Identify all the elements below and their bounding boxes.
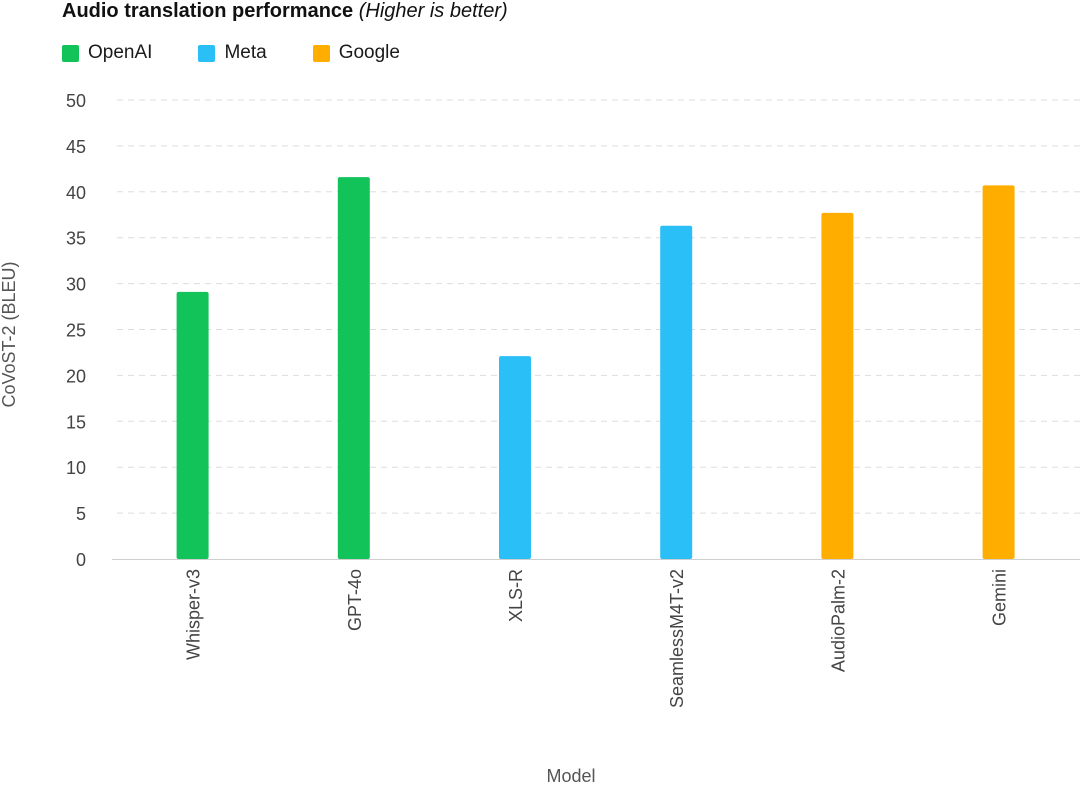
legend-item-openai: OpenAI [62, 42, 152, 64]
legend-swatch-meta [198, 44, 216, 62]
y-tick-label: 0 [76, 550, 86, 570]
chart-title-subtitle: (Higher is better) [358, 0, 508, 22]
y-tick-label: 40 [66, 183, 86, 203]
x-tick-label: GPT-4o [345, 569, 365, 631]
x-axis-title: Model [546, 766, 595, 786]
y-tick-label: 20 [66, 366, 86, 386]
y-axis-ticks: 0 5 10 15 20 25 30 35 40 45 50 [66, 91, 86, 570]
bar-xls-r [499, 356, 531, 559]
bar-whisper-v3 [176, 291, 209, 559]
x-tick-label: XLS-R [506, 569, 526, 622]
gridlines [117, 99, 1080, 514]
bar-seamlessm4t-v2 [660, 225, 693, 560]
legend-item-meta: Meta [198, 42, 267, 64]
chart-title: Audio translation performance (Higher is… [62, 0, 508, 24]
y-axis-title: CoVoST-2 (BLEU) [0, 261, 19, 407]
y-tick-label: 35 [66, 229, 86, 249]
legend-swatch-google [312, 44, 330, 62]
y-tick-label: 45 [66, 137, 86, 157]
y-tick-label: 25 [66, 321, 86, 341]
legend-swatch-openai [62, 44, 79, 62]
y-tick-label: 15 [66, 412, 86, 432]
chart-legend: OpenAI Meta Google [62, 40, 446, 66]
y-tick-label: 50 [66, 91, 86, 111]
y-tick-label: 10 [66, 458, 86, 478]
x-tick-label: Gemini [990, 569, 1010, 626]
x-tick-label: SeamlessM4T-v2 [667, 569, 687, 708]
legend-label-google: Google [338, 42, 400, 63]
bars [176, 177, 1015, 560]
x-axis-ticks: Whisper-v3 GPT-4o XLS-R SeamlessM4T-v2 Audio… [184, 569, 1010, 708]
chart-title-main: Audio translation performance [62, 0, 354, 22]
legend-label-meta: Meta [224, 42, 267, 63]
x-tick-label: AudioPalm-2 [828, 569, 848, 672]
bar-audiopalm-2 [821, 212, 854, 559]
legend-item-google: Google [312, 42, 400, 64]
x-tick-label: Whisper-v3 [184, 569, 204, 660]
bar-gemini [982, 185, 1015, 559]
y-tick-label: 30 [66, 275, 86, 295]
bar-gpt-4o [337, 177, 370, 559]
y-tick-label: 5 [76, 504, 86, 524]
legend-label-openai: OpenAI [88, 42, 153, 63]
